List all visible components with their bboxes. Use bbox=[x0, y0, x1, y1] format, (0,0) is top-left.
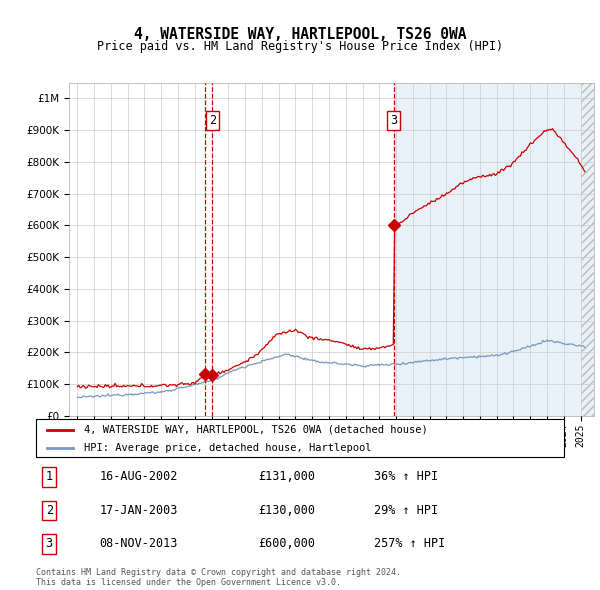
Text: 36% ↑ HPI: 36% ↑ HPI bbox=[374, 470, 438, 483]
Text: £600,000: £600,000 bbox=[258, 537, 315, 550]
Text: 4, WATERSIDE WAY, HARTLEPOOL, TS26 0WA (detached house): 4, WATERSIDE WAY, HARTLEPOOL, TS26 0WA (… bbox=[83, 425, 427, 435]
FancyBboxPatch shape bbox=[36, 419, 564, 457]
Text: £130,000: £130,000 bbox=[258, 504, 315, 517]
Text: HPI: Average price, detached house, Hartlepool: HPI: Average price, detached house, Hart… bbox=[83, 442, 371, 453]
Text: 4, WATERSIDE WAY, HARTLEPOOL, TS26 0WA: 4, WATERSIDE WAY, HARTLEPOOL, TS26 0WA bbox=[134, 27, 466, 42]
Text: 257% ↑ HPI: 257% ↑ HPI bbox=[374, 537, 445, 550]
Text: Price paid vs. HM Land Registry's House Price Index (HPI): Price paid vs. HM Land Registry's House … bbox=[97, 40, 503, 53]
Text: 2: 2 bbox=[46, 504, 53, 517]
Text: £131,000: £131,000 bbox=[258, 470, 315, 483]
Text: 3: 3 bbox=[46, 537, 53, 550]
Text: 2: 2 bbox=[209, 114, 216, 127]
Text: 16-AUG-2002: 16-AUG-2002 bbox=[100, 470, 178, 483]
Text: 29% ↑ HPI: 29% ↑ HPI bbox=[374, 504, 438, 517]
Bar bbox=[394, 83, 594, 416]
Text: 1: 1 bbox=[46, 470, 53, 483]
Text: 3: 3 bbox=[390, 114, 397, 127]
Text: 08-NOV-2013: 08-NOV-2013 bbox=[100, 537, 178, 550]
Text: Contains HM Land Registry data © Crown copyright and database right 2024.
This d: Contains HM Land Registry data © Crown c… bbox=[36, 568, 401, 587]
Text: 17-JAN-2003: 17-JAN-2003 bbox=[100, 504, 178, 517]
